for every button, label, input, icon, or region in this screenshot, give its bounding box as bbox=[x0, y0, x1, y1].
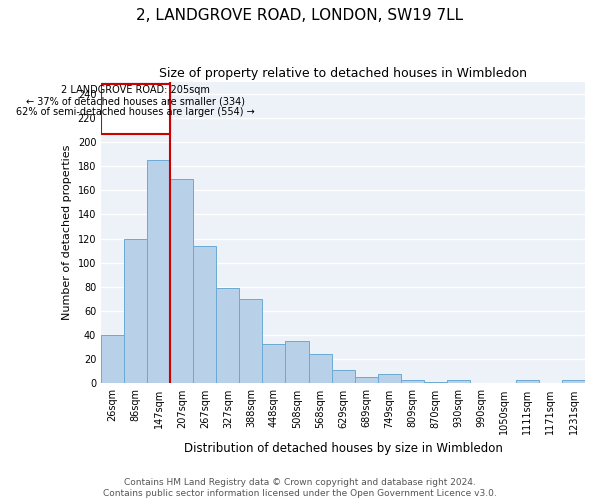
Bar bbox=[332, 370, 355, 384]
Bar bbox=[424, 382, 447, 384]
Bar bbox=[101, 84, 170, 134]
X-axis label: Distribution of detached houses by size in Wimbledon: Distribution of detached houses by size … bbox=[184, 442, 503, 455]
Text: 2 LANDGROVE ROAD: 205sqm: 2 LANDGROVE ROAD: 205sqm bbox=[61, 86, 210, 96]
Bar bbox=[147, 160, 170, 384]
Y-axis label: Number of detached properties: Number of detached properties bbox=[62, 145, 72, 320]
Text: Contains HM Land Registry data © Crown copyright and database right 2024.
Contai: Contains HM Land Registry data © Crown c… bbox=[103, 478, 497, 498]
Bar bbox=[193, 246, 217, 384]
Bar bbox=[124, 238, 147, 384]
Text: ← 37% of detached houses are smaller (334): ← 37% of detached houses are smaller (33… bbox=[26, 96, 245, 106]
Text: 62% of semi-detached houses are larger (554) →: 62% of semi-detached houses are larger (… bbox=[16, 107, 255, 117]
Text: 2, LANDGROVE ROAD, LONDON, SW19 7LL: 2, LANDGROVE ROAD, LONDON, SW19 7LL bbox=[136, 8, 464, 22]
Bar bbox=[562, 380, 585, 384]
Bar bbox=[355, 378, 377, 384]
Bar bbox=[447, 380, 470, 384]
Bar bbox=[239, 299, 262, 384]
Bar bbox=[101, 335, 124, 384]
Bar bbox=[170, 180, 193, 384]
Bar bbox=[516, 380, 539, 384]
Bar bbox=[217, 288, 239, 384]
Bar bbox=[377, 374, 401, 384]
Bar bbox=[262, 344, 286, 384]
Bar bbox=[286, 341, 308, 384]
Title: Size of property relative to detached houses in Wimbledon: Size of property relative to detached ho… bbox=[159, 68, 527, 80]
Bar bbox=[308, 354, 332, 384]
Bar bbox=[401, 380, 424, 384]
